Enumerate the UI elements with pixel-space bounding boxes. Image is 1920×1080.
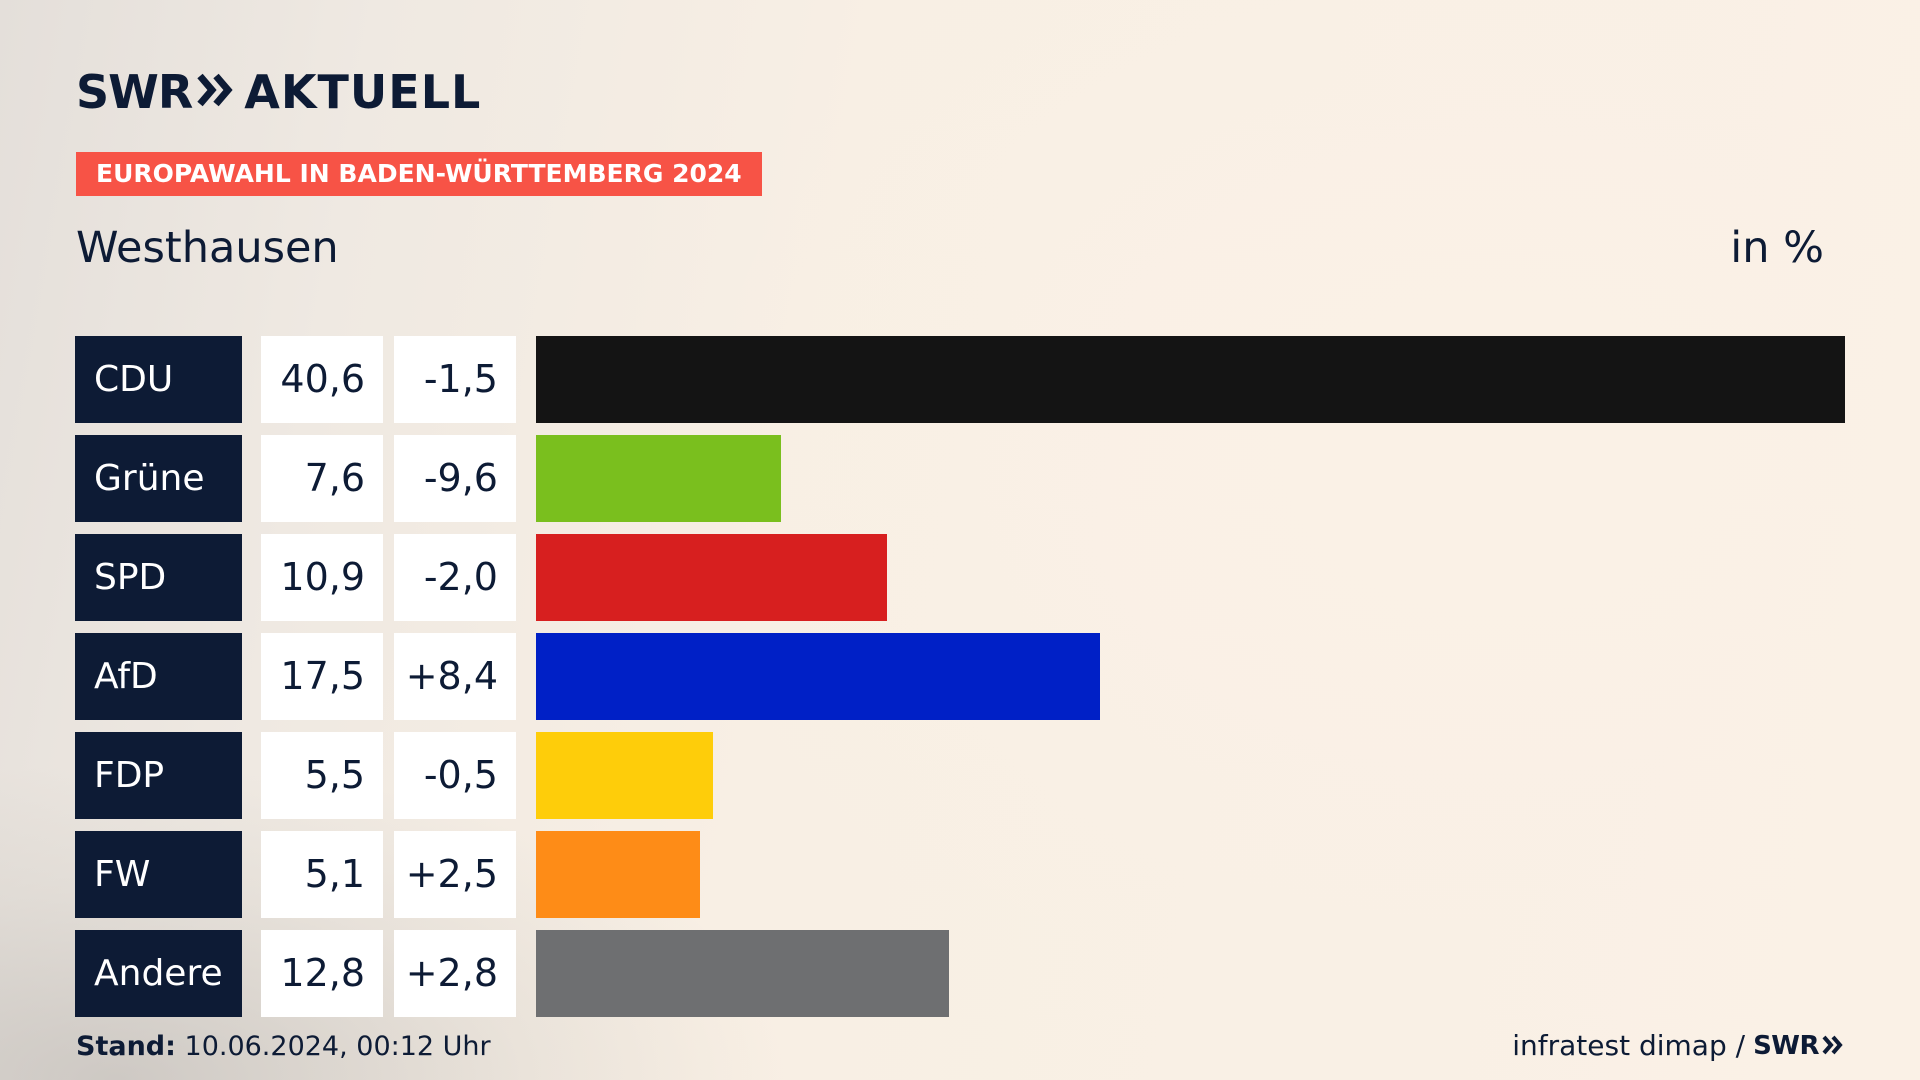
party-label: Andere: [75, 930, 242, 1017]
logo-swr-text: SWR: [76, 65, 193, 119]
vote-share-label: 5,5: [261, 732, 383, 819]
change-label: -9,6: [394, 435, 516, 522]
party-label: SPD: [75, 534, 242, 621]
change-label: +8,4: [394, 633, 516, 720]
vote-share-label: 17,5: [261, 633, 383, 720]
party-label: CDU: [75, 336, 242, 423]
result-bar: [536, 831, 700, 918]
swr-aktuell-logo: SWR AKTUELL: [76, 66, 481, 118]
party-label: FDP: [75, 732, 242, 819]
change-label: +2,5: [394, 831, 516, 918]
vote-share-label: 7,6: [261, 435, 383, 522]
change-label: +2,8: [394, 930, 516, 1017]
place-title: Westhausen: [76, 223, 339, 273]
party-label: Grüne: [75, 435, 242, 522]
stand-label: Stand:: [76, 1031, 176, 1062]
unit-label: in %: [1730, 223, 1824, 273]
result-bar: [536, 534, 887, 621]
source-text: infratest dimap /: [1512, 1029, 1746, 1062]
footer-timestamp: Stand: 10.06.2024, 00:12 Uhr: [76, 1030, 491, 1064]
change-label: -0,5: [394, 732, 516, 819]
vote-share-label: 5,1: [261, 831, 383, 918]
party-label: AfD: [75, 633, 242, 720]
stand-value: 10.06.2024, 00:12 Uhr: [184, 1031, 491, 1062]
change-label: -2,0: [394, 534, 516, 621]
double-chevron-icon: [196, 72, 236, 112]
footer-source: infratest dimap / SWR: [1512, 1028, 1844, 1064]
result-bar: [536, 435, 781, 522]
party-label: FW: [75, 831, 242, 918]
change-label: -1,5: [394, 336, 516, 423]
footer-chevron-icon: [1822, 1028, 1844, 1064]
result-bar: [536, 633, 1100, 720]
logo-aktuell-text: AKTUELL: [244, 65, 482, 119]
footer-swr-logo: SWR: [1753, 1031, 1819, 1061]
result-bar: [536, 930, 949, 1017]
result-bar: [536, 732, 713, 819]
result-bar: [536, 336, 1845, 423]
election-badge: EUROPAWAHL IN BADEN-WÜRTTEMBERG 2024: [76, 152, 762, 196]
vote-share-label: 10,9: [261, 534, 383, 621]
vote-share-label: 40,6: [261, 336, 383, 423]
vote-share-label: 12,8: [261, 930, 383, 1017]
